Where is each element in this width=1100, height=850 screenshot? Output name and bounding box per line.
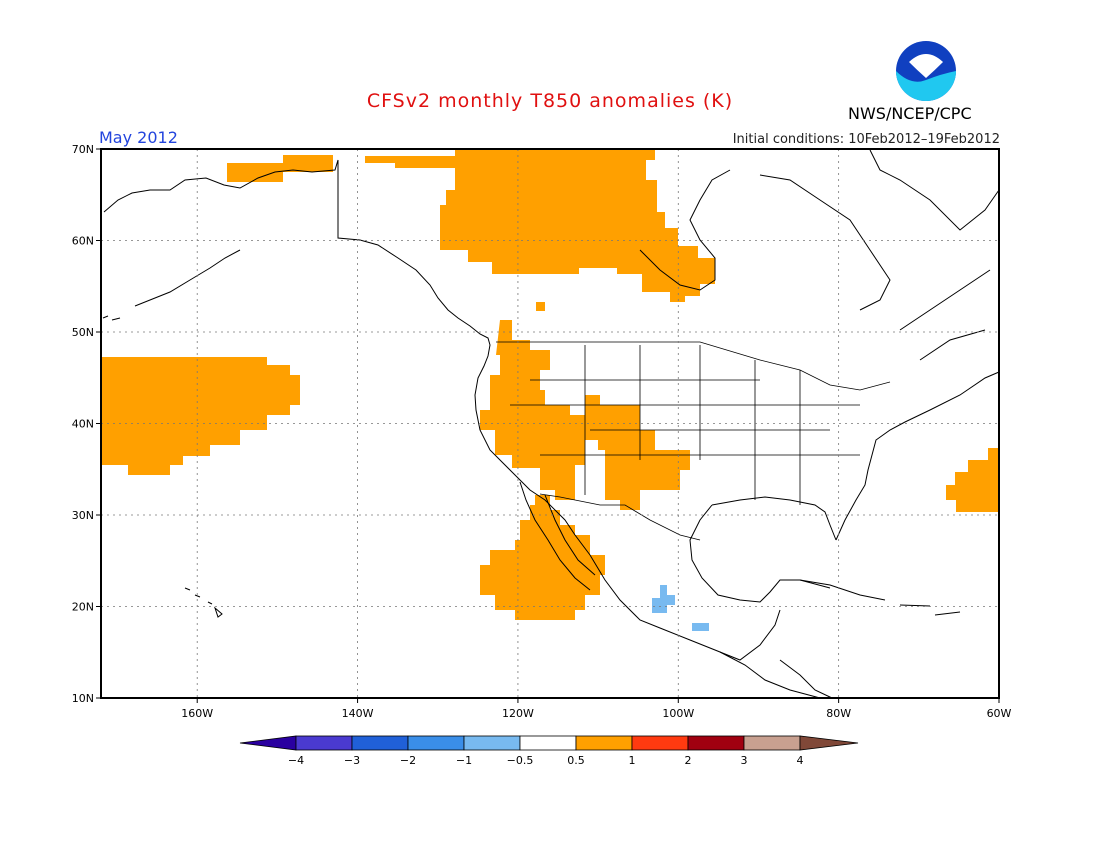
lon-tick-label: 60W: [987, 707, 1012, 720]
lon-tick-label: 140W: [342, 707, 374, 720]
logo-text: NOAA: [914, 59, 938, 68]
speck-warm-anomaly: [536, 302, 545, 311]
lat-tick-label: 10N: [72, 692, 94, 705]
lon-tick-label: 120W: [502, 707, 534, 720]
month-label: May 2012: [99, 128, 178, 147]
graticule: [101, 149, 999, 698]
lon-tick-label: 100W: [662, 707, 694, 720]
legend-level-label: −0.5: [507, 754, 534, 767]
noaa-logo-icon: NOAA: [896, 41, 956, 101]
legend-swatch: [407, 735, 465, 751]
pacific-warm-anomaly: [101, 357, 300, 475]
legend-swatch: [575, 735, 633, 751]
anomaly-fills: [101, 149, 999, 631]
legend-swatch: [351, 735, 409, 751]
axis-labels: 70N 60N 50N 40N 30N 20N 10N 160W 140W 120W 100W 80W…: [72, 143, 1012, 720]
canada-warm-anomaly: [365, 149, 715, 302]
agency-label: NWS/NCEP/CPC: [848, 104, 972, 123]
legend-level-label: 2: [685, 754, 692, 767]
lat-tick-label: 50N: [72, 326, 94, 339]
color-legend: −4 −3 −2 −1 −0.5 0.5 1 2 3 4: [239, 735, 859, 767]
lat-tick-label: 60N: [72, 235, 94, 248]
coastlines: [102, 149, 1000, 699]
initial-conditions-label: Initial conditions: 10Feb2012–19Feb2012: [732, 132, 1000, 147]
lon-tick-label: 80W: [826, 707, 851, 720]
chart-title: CFSv2 monthly T850 anomalies (K): [366, 90, 734, 112]
lat-tick-label: 70N: [72, 143, 94, 156]
legend-swatch: [687, 735, 745, 751]
mexico-cool-anomaly-small: [692, 623, 709, 631]
legend-level-label: −4: [288, 754, 304, 767]
lon-tick-label: 160W: [181, 707, 213, 720]
legend-swatch: [295, 735, 353, 751]
lat-tick-label: 30N: [72, 509, 94, 522]
mexico-cool-anomaly: [652, 585, 675, 613]
legend-arrow-high: [799, 735, 859, 751]
legend-level-label: −3: [344, 754, 360, 767]
political-borders: [496, 341, 891, 541]
legend-swatch: [631, 735, 689, 751]
legend-swatch: [743, 735, 801, 751]
legend-level-label: 0.5: [567, 754, 585, 767]
atlantic-warm-anomaly: [946, 448, 999, 512]
legend-level-label: 3: [741, 754, 748, 767]
legend-level-label: −1: [456, 754, 472, 767]
legend-swatch: [519, 735, 577, 751]
mexico-warm-anomaly: [480, 495, 605, 620]
legend-level-label: −2: [400, 754, 416, 767]
arctic-warm-anomaly-west: [227, 155, 333, 182]
legend-level-label: 4: [797, 754, 804, 767]
lat-tick-label: 20N: [72, 601, 94, 614]
legend-level-label: 1: [629, 754, 636, 767]
legend-arrow-low: [239, 735, 297, 751]
lat-tick-label: 40N: [72, 418, 94, 431]
legend-swatch: [463, 735, 521, 751]
